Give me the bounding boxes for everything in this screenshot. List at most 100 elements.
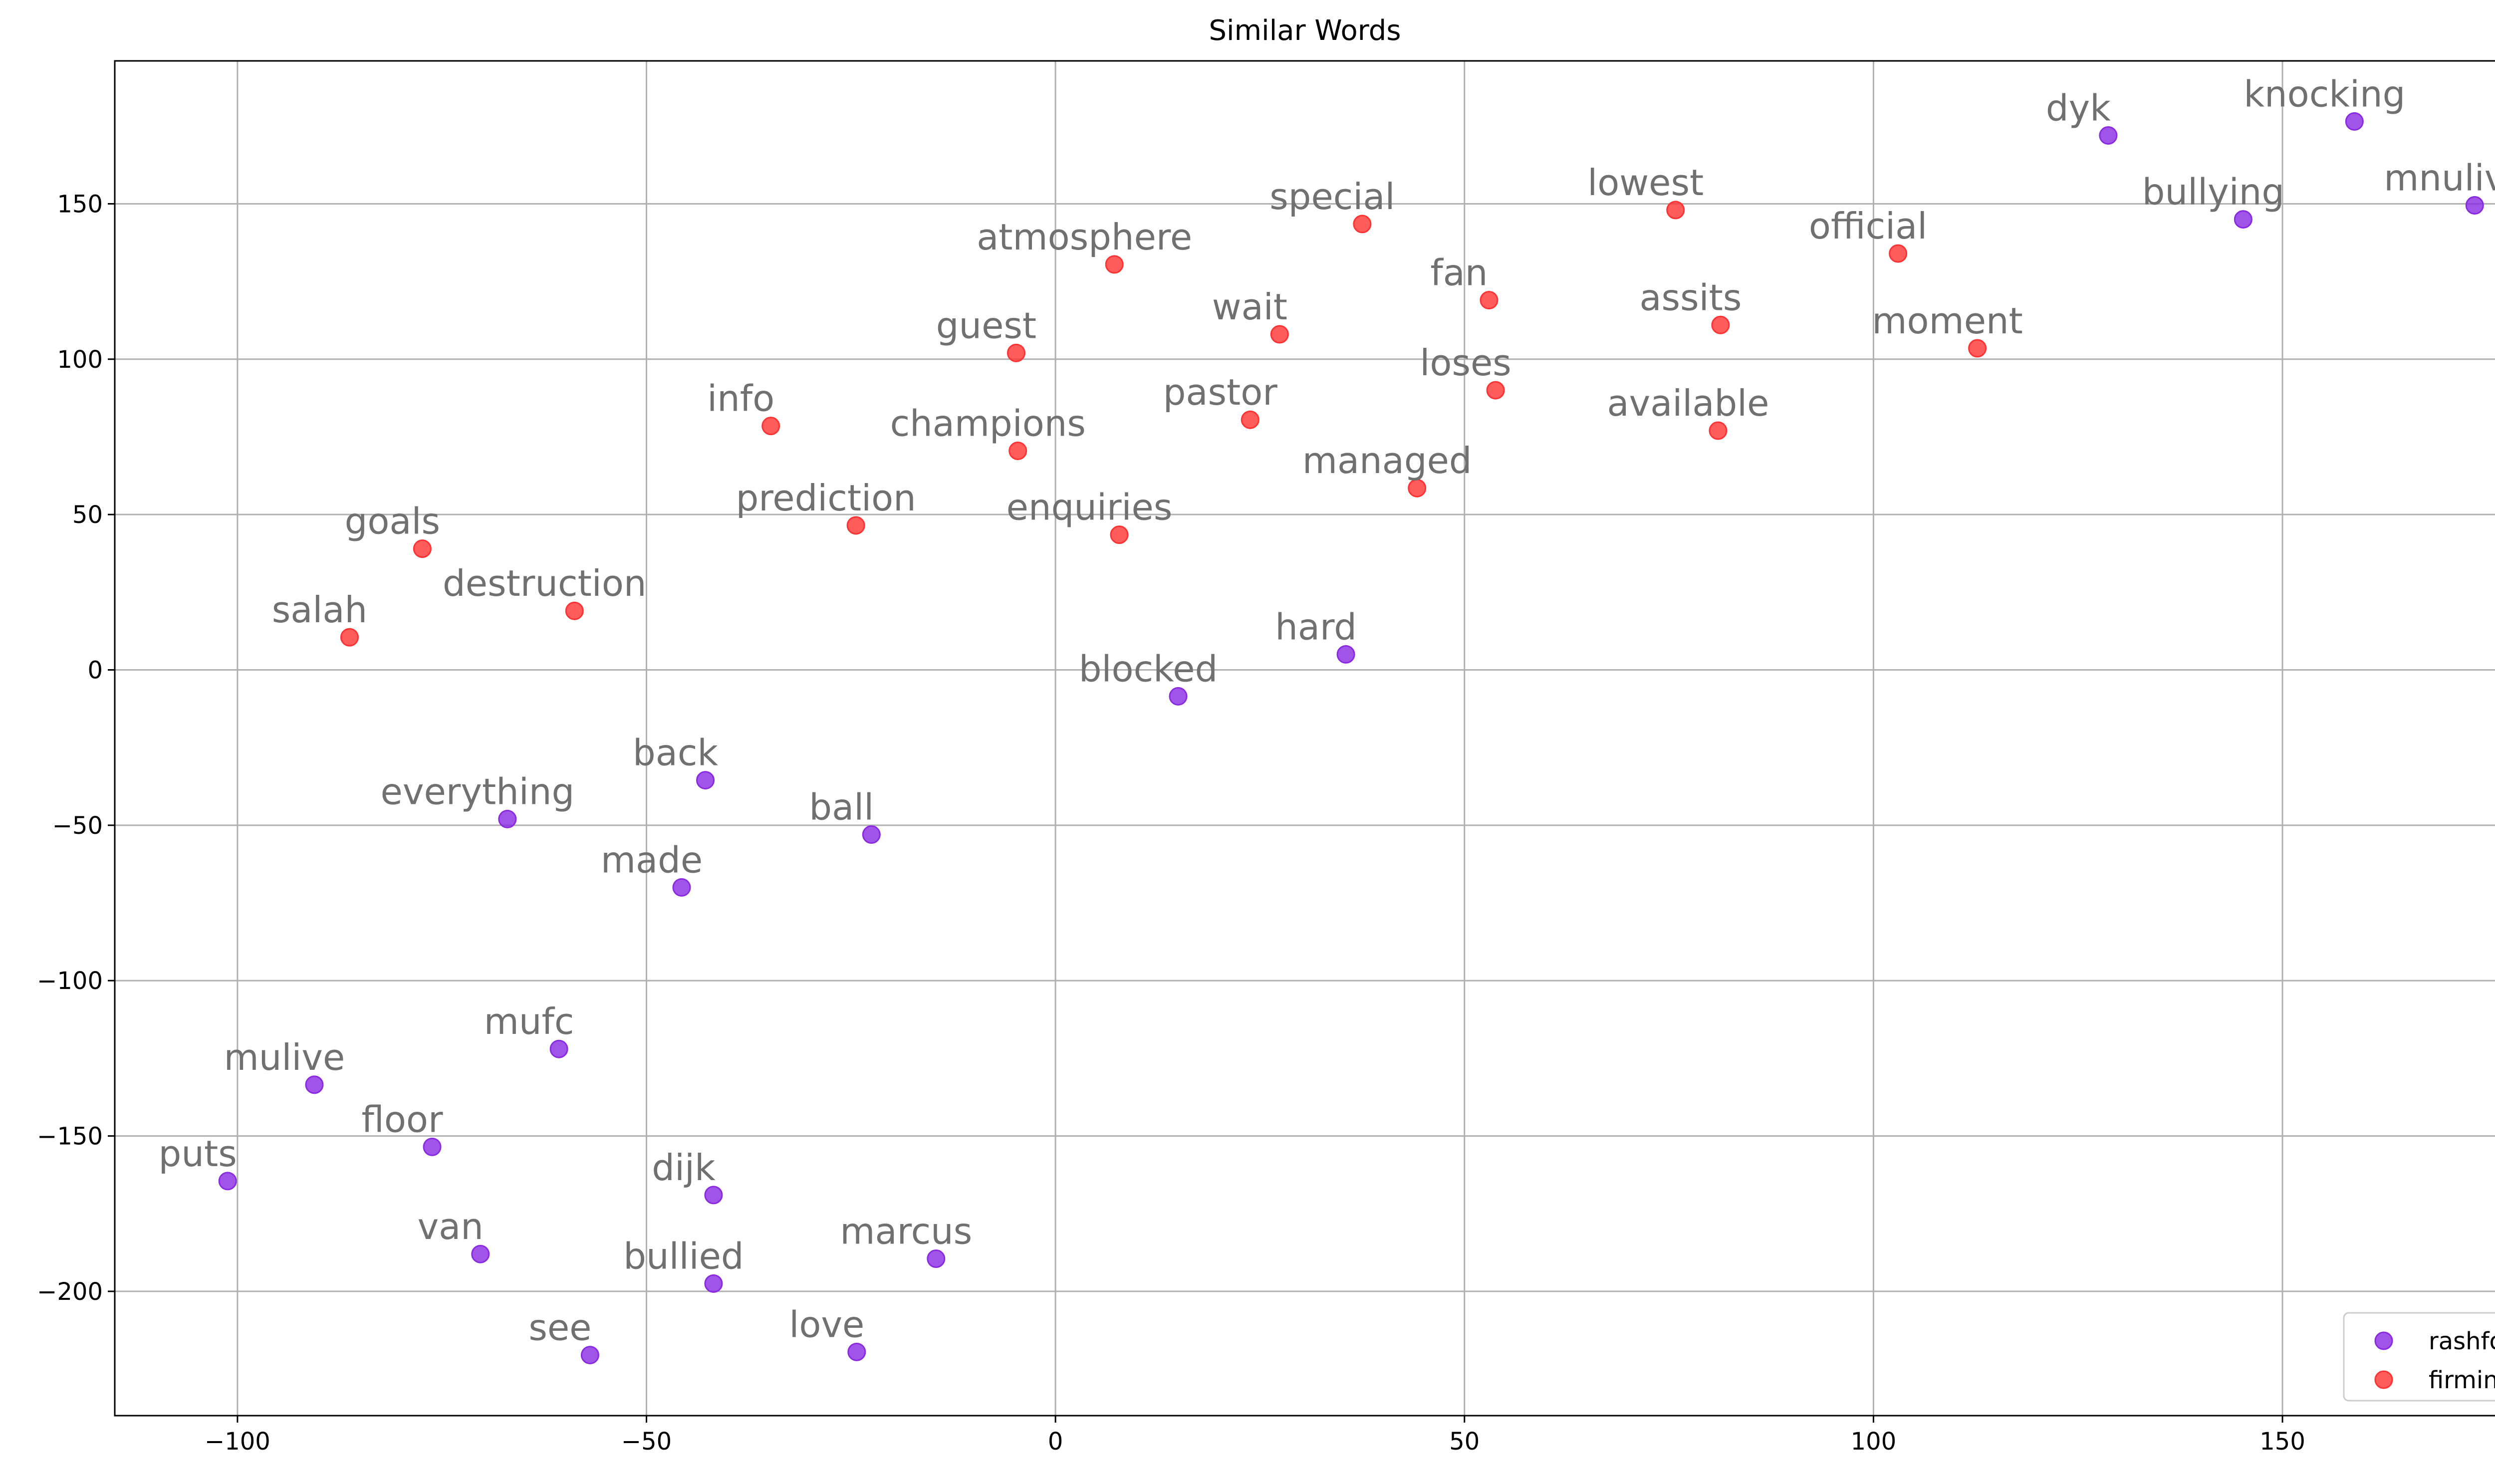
word-label-knocking: knocking bbox=[2244, 73, 2405, 115]
word-label-made: made bbox=[601, 839, 703, 881]
word-label-fan: fan bbox=[1430, 251, 1488, 293]
word-label-destruction: destruction bbox=[443, 562, 646, 604]
point-firmino-enquiries bbox=[1110, 525, 1129, 544]
y-tick-label: −200 bbox=[37, 1278, 103, 1306]
point-rashford-mulive bbox=[305, 1075, 324, 1094]
point-rashford-knocking bbox=[2345, 112, 2364, 131]
word-label-bullied: bullied bbox=[623, 1235, 744, 1277]
point-rashford-marcus bbox=[927, 1249, 946, 1268]
x-tick-label: −50 bbox=[621, 1428, 672, 1456]
point-rashford-hard bbox=[1336, 645, 1355, 664]
word-label-floor: floor bbox=[362, 1098, 443, 1140]
point-firmino-official bbox=[1889, 244, 1908, 263]
x-tick-label: 100 bbox=[1851, 1428, 1897, 1456]
y-tick-label: −50 bbox=[52, 812, 103, 840]
point-firmino-champions bbox=[1008, 441, 1027, 460]
tick-layer: −100 −50 0 50 100 150 −200 −150 −100 −50 0 50 100 150 bbox=[37, 190, 2305, 1456]
legend: rashford firmino bbox=[2343, 1312, 2495, 1402]
point-rashford-puts bbox=[218, 1172, 237, 1191]
word-label-available: available bbox=[1607, 382, 1769, 424]
y-tick-label: 50 bbox=[72, 501, 103, 529]
point-rashford-bullying bbox=[2234, 210, 2252, 229]
point-firmino-atmosphere bbox=[1105, 255, 1124, 274]
point-firmino-prediction bbox=[846, 516, 865, 535]
word-label-champions: champions bbox=[890, 402, 1086, 444]
legend-marker-firmino bbox=[2374, 1370, 2393, 1389]
point-rashford-dijk bbox=[704, 1186, 723, 1205]
y-tick-label: −100 bbox=[37, 967, 103, 995]
point-firmino-salah bbox=[340, 628, 359, 647]
word-label-blocked: blocked bbox=[1079, 648, 1218, 690]
word-label-goals: goals bbox=[345, 500, 440, 542]
word-label-managed: managed bbox=[1302, 440, 1472, 482]
point-firmino-destruction bbox=[565, 601, 584, 620]
point-firmino-info bbox=[761, 417, 780, 436]
point-rashford-made bbox=[672, 878, 691, 897]
word-label-dijk: dijk bbox=[652, 1147, 716, 1189]
word-label-assits: assits bbox=[1639, 276, 1742, 318]
word-label-mulive: mulive bbox=[224, 1036, 345, 1078]
y-tick-label: 100 bbox=[57, 346, 103, 374]
word-label-love: love bbox=[789, 1303, 864, 1345]
word-label-lowest: lowest bbox=[1587, 162, 1704, 204]
points-layer bbox=[218, 112, 2484, 1365]
word-label-atmosphere: atmosphere bbox=[977, 216, 1192, 258]
word-label-mnuliv: mnuliv bbox=[2384, 157, 2495, 199]
word-label-everything: everything bbox=[381, 770, 575, 812]
word-label-puts: puts bbox=[159, 1133, 237, 1175]
point-firmino-pastor bbox=[1241, 410, 1259, 429]
point-rashford-mufc bbox=[549, 1039, 568, 1058]
word-label-wait: wait bbox=[1212, 286, 1287, 328]
word-label-bullying: bullying bbox=[2142, 171, 2284, 213]
point-firmino-available bbox=[1709, 421, 1728, 440]
word-label-loses: loses bbox=[1420, 342, 1511, 384]
point-rashford-ball bbox=[862, 825, 881, 844]
grid-layer bbox=[115, 61, 2495, 1416]
legend-marker-rashford bbox=[2374, 1331, 2393, 1350]
word-label-enquiries: enquiries bbox=[1006, 487, 1173, 528]
word-label-info: info bbox=[707, 378, 774, 420]
word-label-guest: guest bbox=[936, 304, 1036, 346]
word-label-official: official bbox=[1809, 205, 1927, 247]
word-label-ball: ball bbox=[809, 786, 874, 828]
x-tick-label: −100 bbox=[205, 1428, 270, 1456]
point-rashford-love bbox=[847, 1342, 866, 1361]
legend-label-firmino: firmino bbox=[2429, 1366, 2495, 1394]
word-label-van: van bbox=[418, 1206, 484, 1247]
point-firmino-managed bbox=[1408, 479, 1427, 497]
word-label-hard: hard bbox=[1275, 606, 1357, 648]
point-rashford-see bbox=[580, 1346, 599, 1365]
chart-title: Similar Words bbox=[1209, 14, 1401, 47]
y-tick-label: 0 bbox=[87, 657, 103, 685]
point-firmino-assits bbox=[1711, 315, 1730, 334]
point-firmino-moment bbox=[1968, 339, 1987, 358]
word-label-dyk: dyk bbox=[2046, 87, 2111, 129]
point-firmino-guest bbox=[1006, 343, 1025, 362]
x-tick-label: 50 bbox=[1449, 1428, 1480, 1456]
word-label-pastor: pastor bbox=[1163, 371, 1278, 413]
word-label-back: back bbox=[633, 732, 718, 774]
y-tick-label: 150 bbox=[57, 190, 103, 218]
word-label-special: special bbox=[1269, 176, 1395, 218]
point-firmino-wait bbox=[1270, 325, 1289, 344]
word-label-see: see bbox=[528, 1307, 591, 1349]
point-rashford-mnuliv bbox=[2465, 196, 2484, 215]
point-firmino-loses bbox=[1486, 381, 1505, 400]
point-rashford-back bbox=[696, 771, 715, 790]
plot-frame bbox=[114, 60, 2495, 1417]
point-rashford-blocked bbox=[1169, 687, 1188, 706]
point-firmino-fan bbox=[1480, 290, 1498, 309]
legend-label-rashford: rashford bbox=[2429, 1327, 2495, 1355]
y-tick-label: −150 bbox=[37, 1123, 103, 1151]
point-firmino-lowest bbox=[1666, 201, 1685, 220]
point-rashford-van bbox=[471, 1244, 490, 1263]
point-rashford-bullied bbox=[704, 1274, 723, 1293]
point-rashford-dyk bbox=[2099, 126, 2118, 145]
word-label-mufc: mufc bbox=[484, 1000, 574, 1042]
point-firmino-special bbox=[1353, 215, 1372, 234]
point-rashford-everything bbox=[498, 809, 517, 828]
word-label-moment: moment bbox=[1872, 300, 2022, 342]
labels-layer: dyk knocking bullying mnuliv hard blocked back… bbox=[159, 73, 2495, 1348]
